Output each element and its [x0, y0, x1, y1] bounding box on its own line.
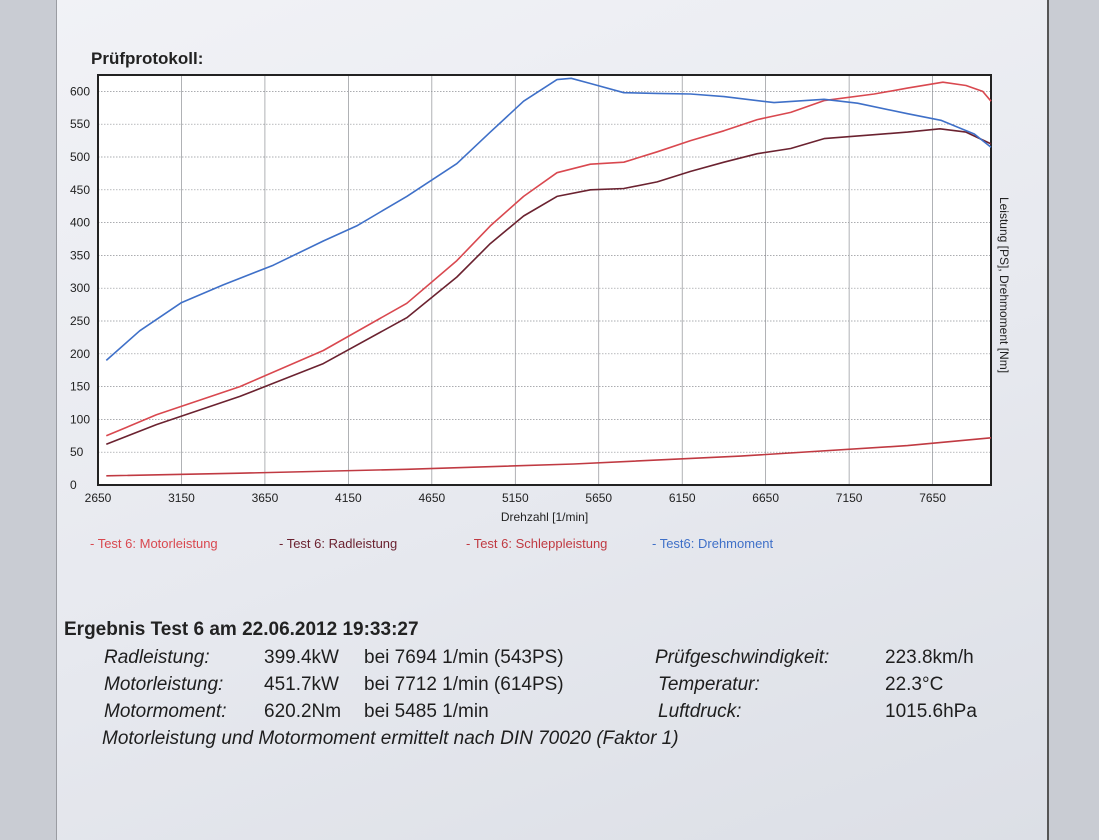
x-axis-label: Drehzahl [1/min]: [501, 510, 588, 524]
radleistung-value: 399.4kW: [264, 647, 339, 668]
x-axis-ticks: 2650 3150 3650 4150 4650 5150 5650 6150 6650 7150…: [85, 491, 947, 505]
y-tick-label: 250: [70, 314, 90, 328]
y-tick-label: 50: [70, 445, 84, 459]
x-tick-label: 3650: [252, 491, 279, 505]
x-tick-label: 7650: [919, 491, 946, 505]
series-line-0: [105, 81, 992, 437]
y-tick-label: 500: [70, 150, 90, 164]
legend-item-schleppleistung: - Test 6: Schleppleistung: [466, 536, 608, 551]
radleistung-label: Radleistung:: [104, 647, 210, 668]
series-lines: [105, 77, 992, 477]
y-tick-label: 300: [70, 281, 90, 295]
x-tick-label: 5650: [585, 491, 612, 505]
din-note: Motorleistung und Motormoment ermittelt …: [102, 728, 679, 749]
x-tick-label: 3150: [168, 491, 195, 505]
series-line-2: [106, 437, 992, 477]
radleistung-rpm: bei 7694 1/min (543PS): [364, 647, 564, 668]
x-tick-label: 2650: [85, 491, 112, 505]
temperatur-label: Temperatur:: [658, 674, 760, 695]
motorleistung-label: Motorleistung:: [104, 674, 224, 695]
legend-item-motorleistung: - Test 6: Motorleistung: [90, 536, 218, 551]
motorleistung-rpm: bei 7712 1/min (614PS): [364, 674, 564, 695]
motormoment-rpm: bei 5485 1/min: [364, 701, 489, 722]
x-tick-label: 7150: [836, 491, 863, 505]
motorleistung-value: 451.7kW: [264, 674, 339, 695]
y-tick-label: 350: [70, 248, 90, 262]
plot-background: [98, 75, 991, 485]
y-tick-label: 450: [70, 183, 90, 197]
pruefgeschwindigkeit-label: Prüfgeschwindigkeit:: [655, 647, 830, 668]
y-tick-label: 550: [70, 117, 90, 131]
legend-item-drehmoment: - Test6: Drehmoment: [652, 536, 774, 551]
pruefgeschwindigkeit-value: 223.8km/h: [885, 647, 974, 668]
x-tick-label: 6650: [752, 491, 779, 505]
plot-frame: [97, 74, 992, 486]
y-tick-label: 150: [70, 380, 90, 394]
x-tick-label: 4150: [335, 491, 362, 505]
series-line-1: [106, 128, 992, 446]
y-axis-label: Leistung [PS], Drehmoment [Nm]: [997, 197, 1011, 373]
legend-item-radleistung: - Test 6: Radleistung: [279, 536, 398, 551]
results-heading: Ergebnis Test 6 am 22.06.2012 19:33:27: [64, 619, 419, 640]
y-tick-label: 600: [70, 84, 90, 98]
luftdruck-value: 1015.6hPa: [885, 701, 977, 722]
y-axis-ticks: 0 50 100 150 200 250 300 350 400 450 500 550 600: [70, 84, 90, 492]
chart-grid: [97, 75, 991, 486]
y-tick-label: 100: [70, 412, 90, 426]
luftdruck-label: Luftdruck:: [658, 701, 742, 722]
motormoment-label: Motormoment:: [104, 701, 227, 722]
temperatur-value: 22.3°C: [885, 674, 944, 695]
document-title: Prüfprotokoll:: [91, 49, 204, 68]
x-tick-label: 5150: [502, 491, 529, 505]
series-line-3: [105, 77, 992, 361]
y-tick-label: 400: [70, 216, 90, 230]
x-tick-label: 6150: [669, 491, 696, 505]
motormoment-value: 620.2Nm: [264, 701, 342, 722]
y-tick-label: 0: [70, 478, 77, 492]
y-tick-label: 200: [70, 347, 90, 361]
x-tick-label: 4650: [418, 491, 445, 505]
